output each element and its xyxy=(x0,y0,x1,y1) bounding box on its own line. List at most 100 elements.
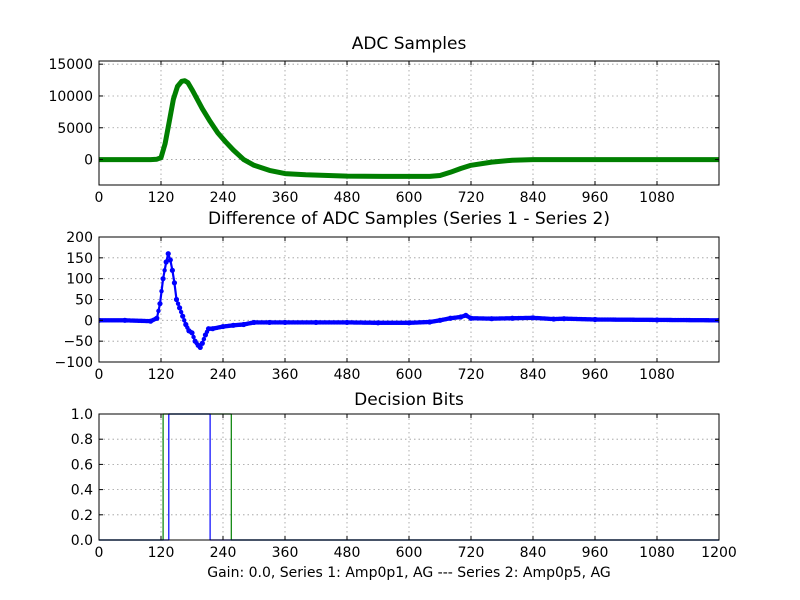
panel-adc-samples: ADC Samples 0 120 240 360 480 600 720 840 960 108… xyxy=(48,34,720,206)
data-point xyxy=(178,309,184,315)
data-point xyxy=(461,313,467,319)
plot-frame xyxy=(98,413,720,541)
data-point xyxy=(467,315,472,320)
y-tick-label: −100 xyxy=(55,355,93,371)
x-tick-label: 360 xyxy=(272,190,299,206)
data-point xyxy=(201,336,207,342)
x-tick-label: 480 xyxy=(334,190,361,206)
x-tick-label: 1200 xyxy=(701,545,737,561)
data-point xyxy=(157,301,163,307)
data-point xyxy=(180,313,186,319)
x-tick-label: 1080 xyxy=(639,367,675,383)
data-point xyxy=(560,316,565,321)
data-point xyxy=(191,334,196,340)
data-point xyxy=(591,317,596,322)
data-point xyxy=(175,301,181,306)
data-point xyxy=(177,305,183,311)
data-point xyxy=(265,320,271,325)
data-point xyxy=(167,257,173,263)
y-tick-label: 0.2 xyxy=(71,508,93,524)
y-tick-label: −50 xyxy=(63,334,93,350)
panel-title: Decision Bits xyxy=(354,390,464,410)
data-point xyxy=(165,251,171,257)
x-tick-label: 720 xyxy=(458,190,485,206)
data-point xyxy=(171,280,178,286)
data-point xyxy=(194,341,199,346)
x-tick-label: 240 xyxy=(210,190,237,206)
data-point xyxy=(487,316,493,321)
y-tick-label: 0 xyxy=(84,313,93,329)
panel-decision-bits: Decision Bits 0 120 240 360 480 600 720 840 960 1… xyxy=(71,390,737,561)
x-tick-label: 0 xyxy=(95,190,104,206)
x-tick-label: 480 xyxy=(334,545,361,561)
y-tick-label: 150 xyxy=(66,251,93,267)
data-point xyxy=(163,259,169,265)
data-point xyxy=(160,276,166,282)
y-tick-label: 10000 xyxy=(48,89,93,105)
data-point xyxy=(153,316,158,322)
data-point xyxy=(199,340,205,346)
y-tick-label: 0.8 xyxy=(71,432,93,448)
data-point xyxy=(159,288,164,294)
x-tick-label: 720 xyxy=(458,367,485,383)
y-tick-label: 50 xyxy=(75,293,93,309)
x-tick-label: 960 xyxy=(582,367,609,383)
data-point xyxy=(312,320,317,325)
x-tick-label: 840 xyxy=(520,545,547,561)
panel-difference: Difference of ADC Samples (Series 1 - Se… xyxy=(55,209,720,383)
x-tick-label: 120 xyxy=(148,545,175,561)
plot-frame xyxy=(98,60,720,186)
y-tick-label: 200 xyxy=(66,230,93,246)
x-tick-label: 960 xyxy=(582,190,609,206)
x-tick-label: 120 xyxy=(148,190,175,206)
data-point xyxy=(204,329,210,334)
y-tick-label: 0 xyxy=(84,153,93,169)
data-point xyxy=(405,320,410,326)
data-point xyxy=(182,318,187,323)
x-tick-label: 600 xyxy=(396,545,423,561)
x-tick-label: 240 xyxy=(210,545,237,561)
x-tick-label: 120 xyxy=(148,367,175,383)
data-point xyxy=(169,267,175,273)
data-point xyxy=(281,320,286,325)
y-tick-label: 100 xyxy=(66,272,93,288)
x-tick-label: 480 xyxy=(334,367,361,383)
data-point xyxy=(374,320,379,326)
data-point xyxy=(173,296,180,303)
data-point xyxy=(549,316,555,322)
x-tick-label: 360 xyxy=(272,545,299,561)
data-point xyxy=(508,316,513,321)
y-tick-label: 0.0 xyxy=(71,533,93,549)
plot-frame xyxy=(98,236,720,363)
x-tick-label: 360 xyxy=(272,367,299,383)
x-tick-label: 840 xyxy=(520,190,547,206)
x-tick-label: 0 xyxy=(95,545,104,561)
x-tick-label: 1080 xyxy=(639,190,675,206)
data-point xyxy=(121,318,126,323)
x-tick-label: 840 xyxy=(520,367,547,383)
y-tick-label: 15000 xyxy=(48,57,93,73)
x-tick-label: 960 xyxy=(582,545,609,561)
data-point xyxy=(529,315,534,321)
y-tick-label: 5000 xyxy=(57,121,93,137)
y-tick-label: 0.4 xyxy=(71,483,93,499)
panel-title: Difference of ADC Samples (Series 1 - Se… xyxy=(208,209,610,229)
x-tick-label: 240 xyxy=(210,367,237,383)
data-point xyxy=(162,268,167,273)
y-tick-label: 1.0 xyxy=(71,407,93,423)
x-tick-label: 600 xyxy=(396,190,423,206)
data-point xyxy=(156,308,161,314)
x-tick-label: 0 xyxy=(95,367,104,383)
figure-caption: Gain: 0.0, Series 1: Amp0p1, AG --- Seri… xyxy=(207,565,611,581)
data-point xyxy=(343,320,348,325)
data-point xyxy=(188,329,193,334)
y-tick-label: 0.6 xyxy=(71,457,93,473)
x-tick-label: 600 xyxy=(396,367,423,383)
panel-title: ADC Samples xyxy=(352,34,467,54)
data-point xyxy=(197,344,203,351)
data-point xyxy=(653,317,658,323)
data-point xyxy=(185,325,190,330)
x-tick-label: 1080 xyxy=(639,545,675,561)
series-line xyxy=(99,78,719,179)
